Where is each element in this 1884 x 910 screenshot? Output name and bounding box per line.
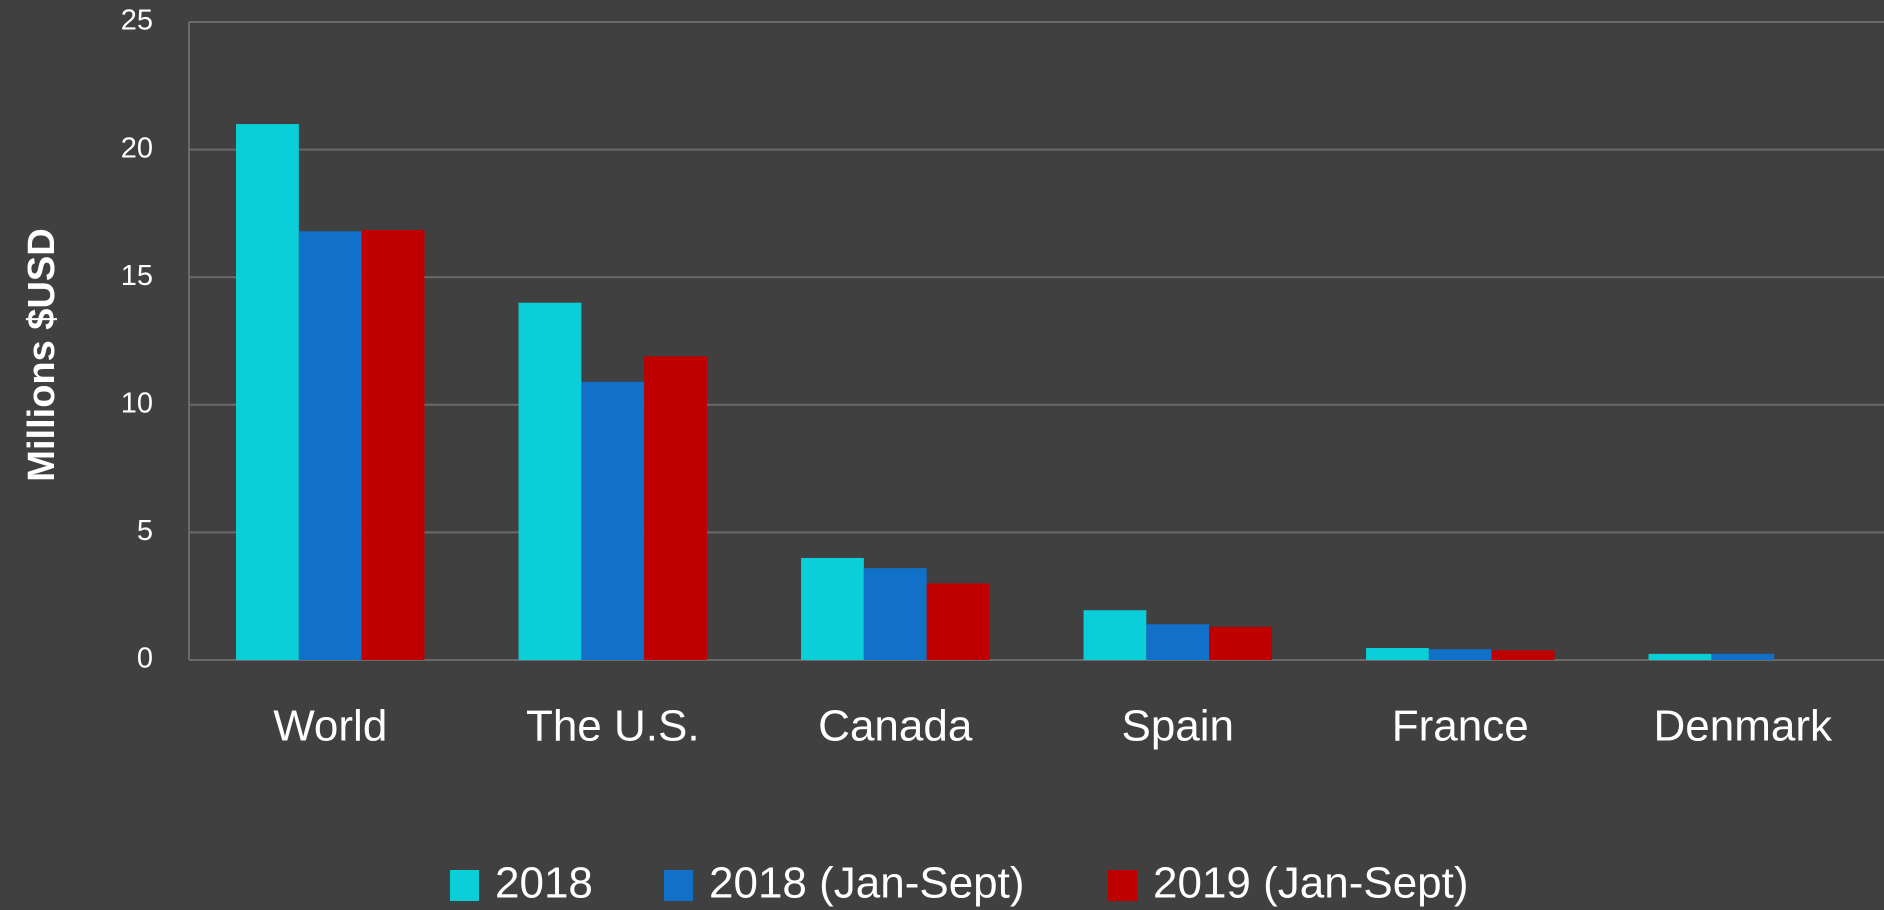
- bar: [1491, 650, 1555, 660]
- bar: [236, 124, 299, 660]
- bar: [801, 557, 864, 660]
- legend-swatch: [1108, 870, 1137, 901]
- x-tick-label: Canada: [818, 702, 973, 751]
- bar: [581, 381, 645, 660]
- y-tick-label: 10: [121, 387, 153, 419]
- y-tick-label: 5: [137, 515, 153, 547]
- bar: [1146, 624, 1210, 660]
- x-tick-label: France: [1392, 702, 1529, 751]
- x-tick-label: Spain: [1121, 702, 1234, 751]
- bar: [518, 302, 582, 660]
- bar: [1648, 653, 1712, 660]
- legend-label: 2018 (Jan-Sept): [709, 859, 1025, 908]
- bar: [298, 231, 362, 661]
- y-tick-label: 25: [121, 5, 153, 37]
- bar: [1711, 653, 1775, 660]
- legend-swatch: [664, 870, 693, 901]
- legend-label: 2018: [495, 859, 593, 908]
- bar: [926, 583, 990, 660]
- y-tick-label: 20: [121, 132, 153, 164]
- legend-label: 2019 (Jan-Sept): [1153, 859, 1469, 908]
- bar: [644, 356, 707, 660]
- x-tick-label: The U.S.: [526, 702, 700, 751]
- bar: [1366, 648, 1429, 660]
- bar: [361, 229, 425, 660]
- x-tick-label: World: [273, 702, 387, 751]
- bar: [1428, 649, 1492, 660]
- bar: [1083, 610, 1147, 660]
- legend-swatch: [450, 870, 479, 901]
- y-axis-label: Millions $USD: [21, 228, 63, 481]
- bar: [1209, 626, 1272, 660]
- y-tick-label: 15: [121, 260, 153, 292]
- y-tick-label: 0: [137, 643, 153, 675]
- bar: [863, 568, 927, 660]
- x-tick-label: Denmark: [1654, 702, 1833, 751]
